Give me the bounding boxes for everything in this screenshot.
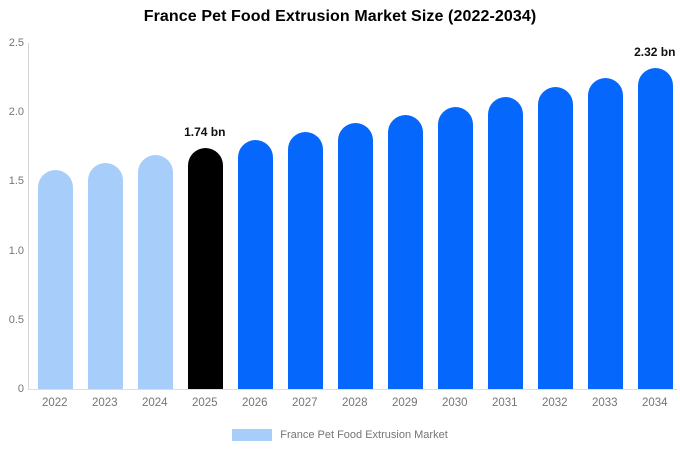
bar-2025[interactable] [188,148,224,389]
plot-area [28,43,677,390]
x-label-2032: 2032 [542,397,568,409]
y-tick-0: 0 [17,383,24,395]
x-label-2026: 2026 [242,397,268,409]
x-label-2023: 2023 [92,397,118,409]
bar-2028[interactable] [338,123,374,389]
legend[interactable]: France Pet Food Extrusion Market [0,425,680,445]
x-label-2034: 2034 [642,397,668,409]
x-label-2033: 2033 [592,397,618,409]
bar-2033[interactable] [588,77,624,389]
bar-2024[interactable] [138,155,174,389]
y-tick-1.5: 1.5 [8,175,24,188]
x-label-2022: 2022 [42,397,68,409]
y-tick-0.5: 0.5 [8,313,24,326]
x-label-2030: 2030 [442,397,468,409]
bar-2022[interactable] [38,170,74,389]
y-tick-2.5: 2.5 [8,37,24,49]
bar-2030[interactable] [438,106,474,389]
legend-label: France Pet Food Extrusion Market [280,429,448,441]
bar-2026[interactable] [238,139,274,389]
bar-2023[interactable] [88,163,124,389]
x-label-2031: 2031 [492,397,518,409]
bar-2027[interactable] [288,131,324,389]
value-label-2034: 2.32 bn [634,44,676,59]
bar-2032[interactable] [538,87,574,389]
y-tick-2.0: 2.0 [8,106,24,119]
x-label-2029: 2029 [392,397,418,409]
bar-2031[interactable] [488,96,524,389]
bar-2034[interactable] [638,67,674,389]
x-label-2025: 2025 [192,397,218,409]
x-label-2027: 2027 [292,397,318,409]
value-label-2025: 1.74 bn [184,125,226,140]
legend-swatch [232,429,273,441]
chart-title: France Pet Food Extrusion Market Size (2… [143,8,537,25]
bar-2029[interactable] [388,114,424,389]
x-label-2028: 2028 [342,397,368,409]
x-label-2024: 2024 [142,397,168,409]
y-tick-1.0: 1.0 [8,244,24,257]
